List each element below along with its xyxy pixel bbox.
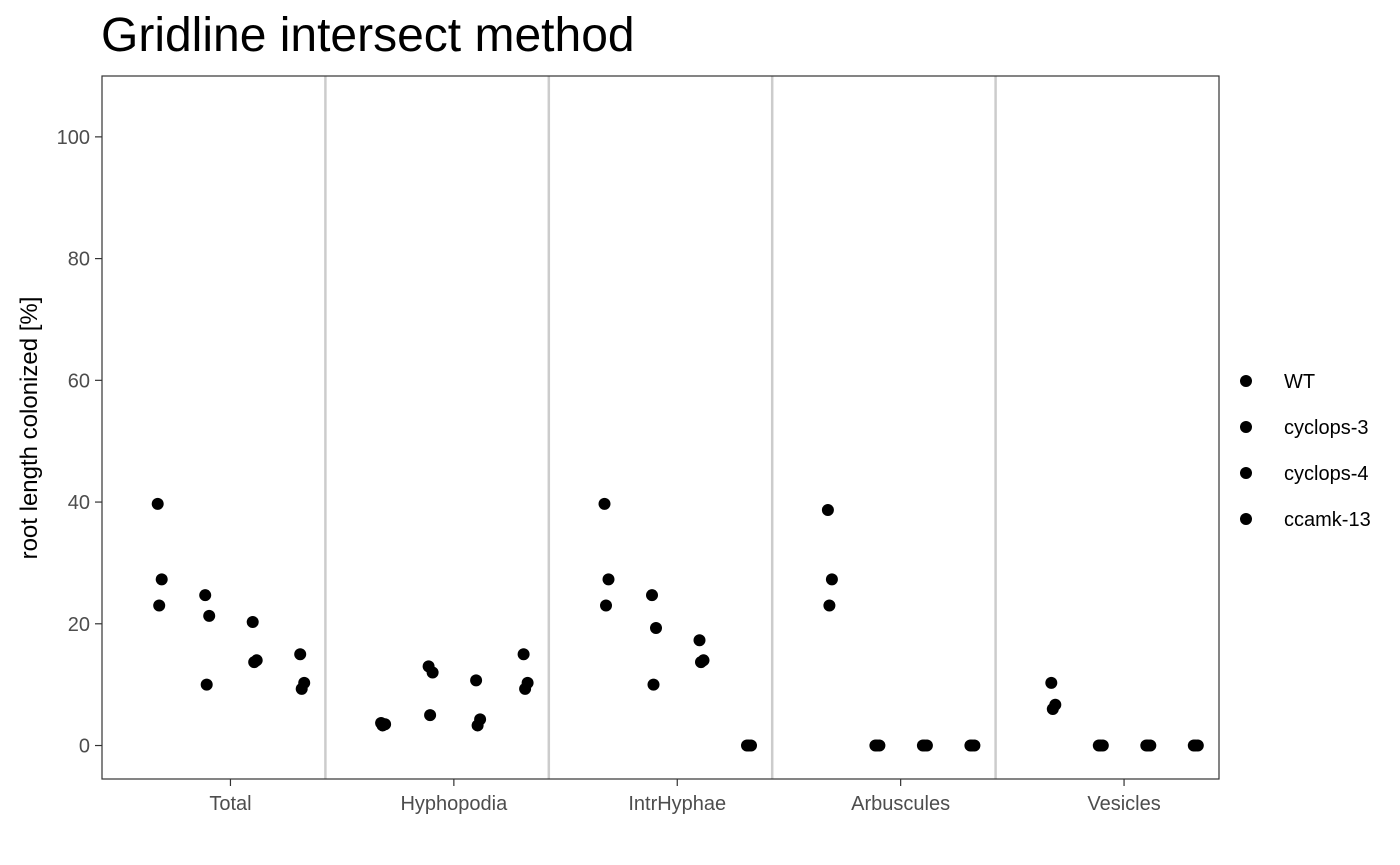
data-point xyxy=(869,739,882,752)
data-point xyxy=(199,589,212,602)
data-point xyxy=(646,589,659,602)
legend-label: ccamk-13 xyxy=(1284,509,1371,531)
data-point xyxy=(821,503,834,516)
legend-key xyxy=(1240,467,1252,479)
legend-label: cyclops-4 xyxy=(1284,463,1368,485)
data-point xyxy=(422,660,435,673)
data-point xyxy=(200,678,213,691)
data-point xyxy=(697,654,710,667)
y-tick-label: 60 xyxy=(68,370,90,392)
data-point xyxy=(250,654,263,667)
data-point xyxy=(294,648,307,661)
data-point xyxy=(375,717,388,730)
data-points xyxy=(151,497,1204,752)
x-tick-label: Arbuscules xyxy=(851,793,950,815)
y-tick-label: 20 xyxy=(68,614,90,636)
plot-border xyxy=(101,75,1220,780)
y-tick-label: 40 xyxy=(68,492,90,514)
legend: WT cyclops-3 cyclops-4 ccamk-13 xyxy=(1240,371,1371,531)
data-point xyxy=(825,573,838,586)
y-axis: 0 20 40 60 80 100 xyxy=(57,127,102,758)
data-point xyxy=(600,599,613,612)
data-point xyxy=(246,615,259,628)
data-point xyxy=(517,648,530,661)
data-point xyxy=(521,676,534,689)
data-point xyxy=(650,622,663,635)
y-tick-label: 0 xyxy=(79,736,90,758)
data-point xyxy=(1187,739,1200,752)
data-point xyxy=(602,573,615,586)
data-point xyxy=(203,609,216,622)
legend-label: WT xyxy=(1284,371,1315,393)
facet-separators xyxy=(324,76,997,779)
legend-key xyxy=(1240,375,1252,387)
data-point xyxy=(693,634,706,647)
data-point xyxy=(474,713,487,726)
data-point xyxy=(424,709,437,722)
data-point xyxy=(153,599,166,612)
x-tick-label: Hyphopodia xyxy=(400,793,508,815)
data-point xyxy=(647,678,660,691)
data-point xyxy=(470,674,483,687)
plot-background xyxy=(102,76,1219,779)
x-axis: Total Hyphopodia IntrHyphae Arbuscules Vesic… xyxy=(209,779,1161,815)
legend-key xyxy=(1240,421,1252,433)
y-axis-title: root length colonized [%] xyxy=(16,297,43,560)
y-tick-label: 100 xyxy=(57,127,90,149)
x-tick-label: Total xyxy=(209,793,251,815)
chart-title: Gridline intersect method xyxy=(101,9,635,62)
x-tick-label: Vesicles xyxy=(1087,793,1160,815)
data-point xyxy=(298,676,311,689)
legend-label: cyclops-3 xyxy=(1284,417,1368,439)
data-point xyxy=(1049,698,1062,711)
data-point xyxy=(916,739,929,752)
data-point xyxy=(1140,739,1153,752)
x-tick-label: IntrHyphae xyxy=(628,793,726,815)
data-point xyxy=(823,599,836,612)
data-point xyxy=(155,573,168,586)
data-point xyxy=(151,497,164,510)
data-point xyxy=(598,497,611,510)
data-point xyxy=(964,739,977,752)
y-tick-label: 80 xyxy=(68,249,90,271)
data-point xyxy=(741,739,754,752)
data-point xyxy=(1045,676,1058,689)
legend-key xyxy=(1240,513,1252,525)
data-point xyxy=(1092,739,1105,752)
